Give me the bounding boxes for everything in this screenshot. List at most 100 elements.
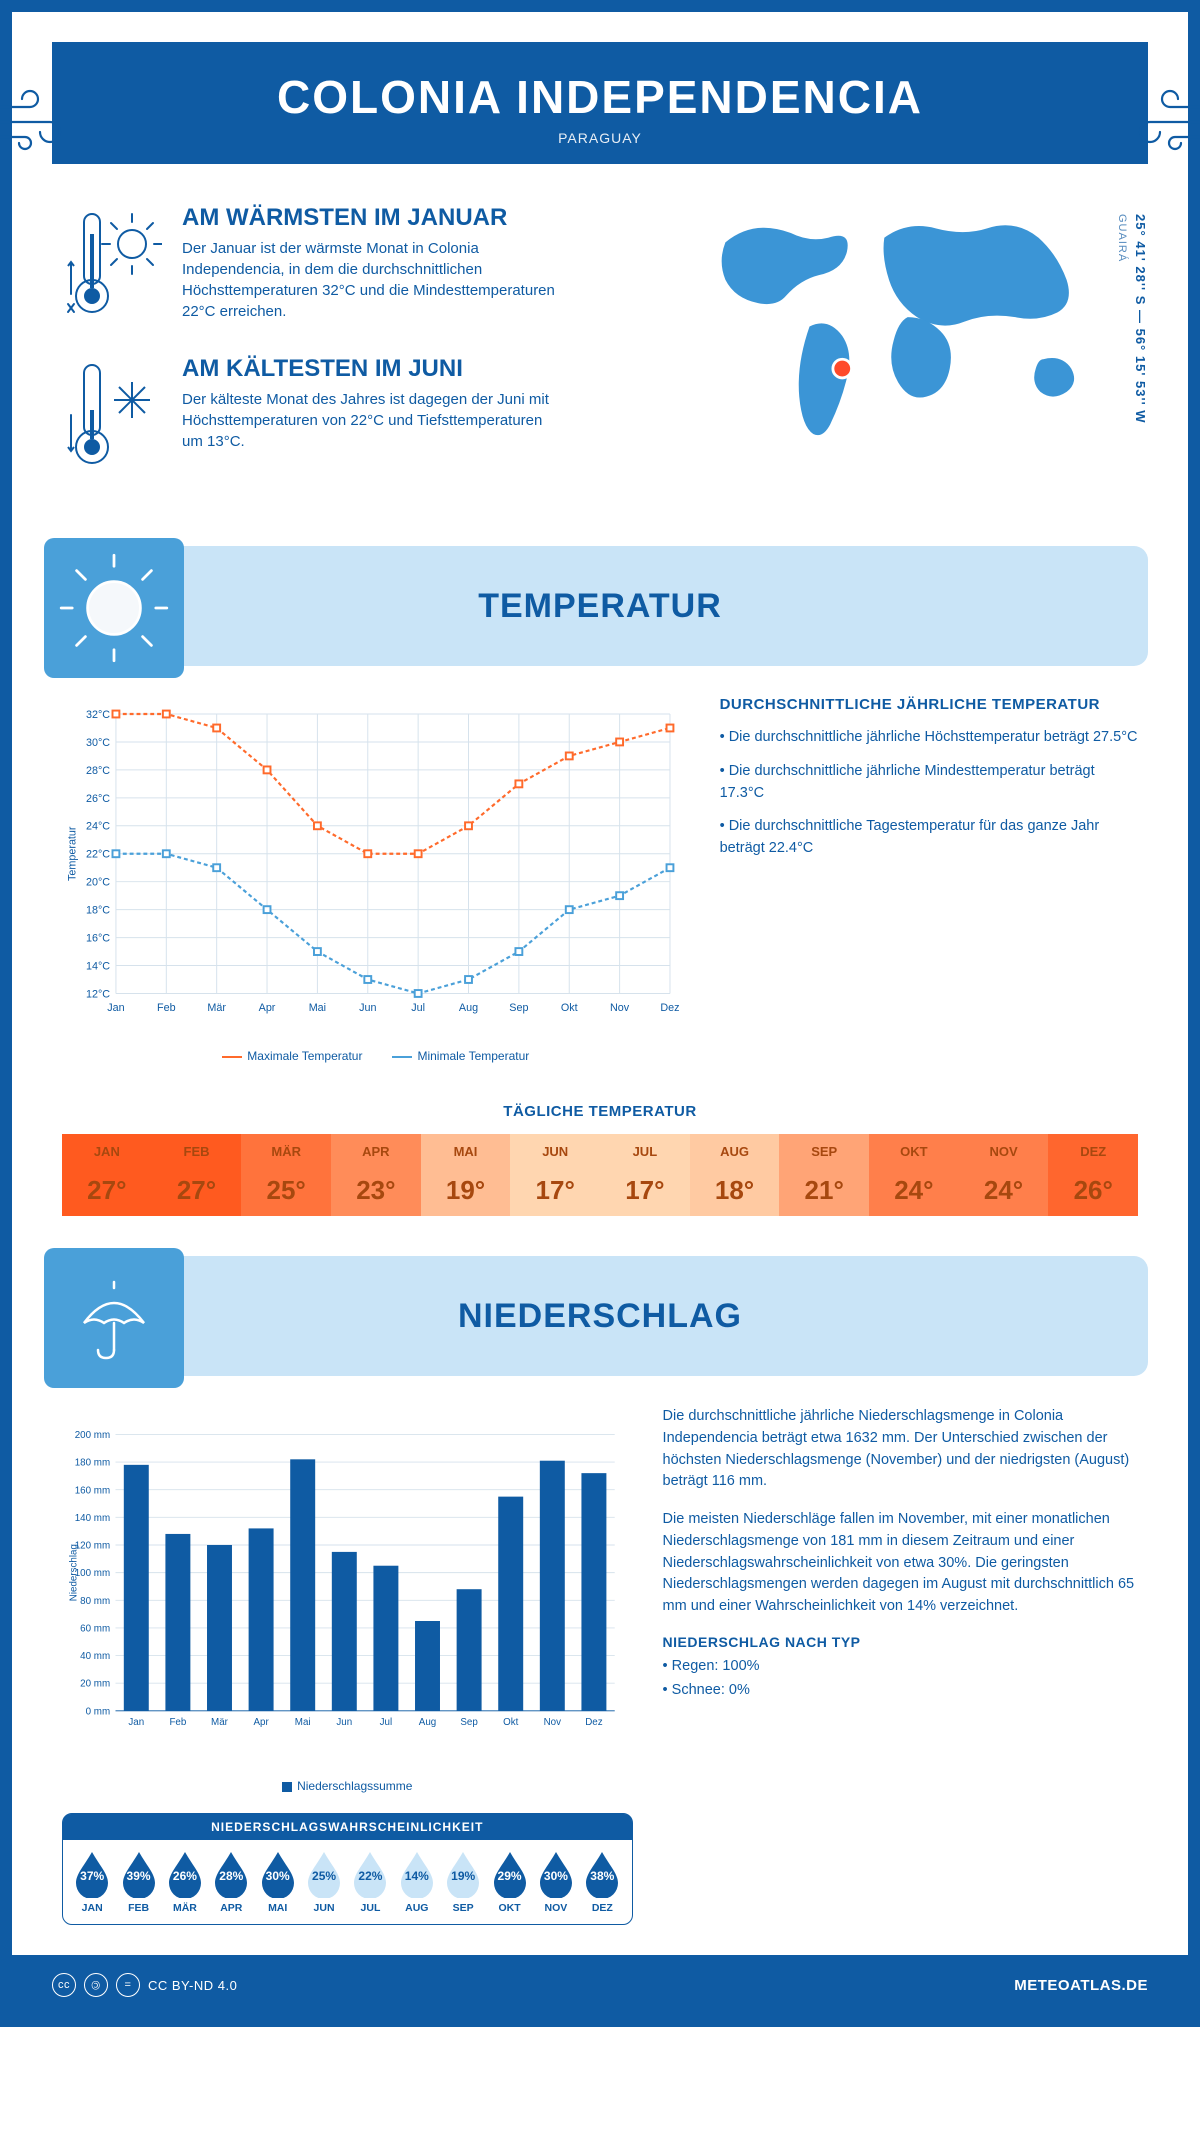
prob-cell: 29%OKT	[486, 1850, 532, 1914]
country-label: PARAGUAY	[92, 130, 1108, 146]
drop-icon: 39%	[119, 1850, 159, 1898]
coldest-block: AM KÄLTESTEN IM JUNI Der kälteste Monat …	[62, 355, 627, 480]
daily-temp-cell: OKT24°	[869, 1134, 959, 1216]
footer: cc 🄯 = CC BY-ND 4.0 METEOATLAS.DE	[12, 1955, 1188, 2015]
location-title: COLONIA INDEPENDENCIA	[92, 70, 1108, 124]
license-label: CC BY-ND 4.0	[148, 1978, 237, 1993]
svg-text:200 mm: 200 mm	[75, 1430, 110, 1441]
temperature-line-chart: 12°C14°C16°C18°C20°C22°C24°C26°C28°C30°C…	[62, 696, 690, 1063]
svg-text:Mär: Mär	[211, 1717, 229, 1728]
svg-text:32°C: 32°C	[86, 709, 110, 721]
precip-bar-chart: 0 mm20 mm40 mm60 mm80 mm100 mm120 mm140 …	[62, 1406, 633, 1793]
svg-text:Okt: Okt	[561, 1002, 578, 1014]
svg-text:Jun: Jun	[359, 1002, 376, 1014]
prob-cell: 14%AUG	[394, 1850, 440, 1914]
svg-text:120 mm: 120 mm	[75, 1541, 110, 1552]
svg-text:18°C: 18°C	[86, 905, 110, 917]
daily-temp-table: JAN27°FEB27°MÄR25°APR23°MAI19°JUN17°JUL1…	[62, 1134, 1138, 1216]
precip-para-1: Die durchschnittliche jährliche Niedersc…	[663, 1406, 1138, 1493]
svg-text:30°C: 30°C	[86, 737, 110, 749]
temperature-legend: Maximale Temperatur Minimale Temperatur	[62, 1049, 690, 1063]
precip-heading: NIEDERSCHLAG	[458, 1297, 742, 1336]
warmest-text: Der Januar ist der wärmste Monat in Colo…	[182, 238, 562, 322]
umbrella-icon	[44, 1248, 184, 1388]
daily-temp-cell: JUN17°	[510, 1134, 600, 1216]
prob-cell: 38%DEZ	[579, 1850, 625, 1914]
site-label: METEOATLAS.DE	[1014, 1977, 1148, 1994]
daily-temp-cell: AUG18°	[690, 1134, 780, 1216]
svg-text:Apr: Apr	[259, 1002, 276, 1014]
daily-temp-cell: APR23°	[331, 1134, 421, 1216]
nd-icon: =	[116, 1973, 140, 1997]
daily-temp-cell: MÄR25°	[241, 1134, 331, 1216]
daily-temp-title: TÄGLICHE TEMPERATUR	[12, 1103, 1188, 1120]
svg-text:Nov: Nov	[610, 1002, 630, 1014]
warmest-block: AM WÄRMSTEN IM JANUAR Der Januar ist der…	[62, 204, 627, 329]
coldest-title: AM KÄLTESTEN IM JUNI	[182, 355, 562, 383]
daily-temp-cell: NOV24°	[959, 1134, 1049, 1216]
svg-text:24°C: 24°C	[86, 821, 110, 833]
svg-text:80 mm: 80 mm	[80, 1596, 110, 1607]
map-marker-icon	[832, 359, 851, 378]
svg-text:Feb: Feb	[169, 1717, 186, 1728]
thermometer-sun-icon	[62, 204, 162, 329]
svg-text:14°C: 14°C	[86, 960, 110, 972]
daily-temp-cell: JAN27°	[62, 1134, 152, 1216]
temp-fact-item: • Die durchschnittliche jährliche Mindes…	[720, 761, 1138, 805]
svg-text:100 mm: 100 mm	[75, 1568, 110, 1579]
svg-text:Jan: Jan	[128, 1717, 144, 1728]
drop-icon: 28%	[211, 1850, 251, 1898]
header: COLONIA INDEPENDENCIA PARAGUAY	[52, 42, 1148, 164]
svg-text:Jul: Jul	[411, 1002, 425, 1014]
wind-deco-right	[1118, 87, 1200, 162]
drop-icon: 25%	[304, 1850, 344, 1898]
svg-text:26°C: 26°C	[86, 793, 110, 805]
region-label: GUAIRÁ	[1116, 214, 1128, 262]
svg-text:Okt: Okt	[503, 1717, 519, 1728]
temperature-heading: TEMPERATUR	[478, 587, 722, 626]
prob-cell: 22%JUL	[347, 1850, 393, 1914]
daily-temp-cell: FEB27°	[152, 1134, 242, 1216]
svg-text:40 mm: 40 mm	[80, 1651, 110, 1662]
svg-text:Nov: Nov	[544, 1717, 562, 1728]
drop-icon: 19%	[443, 1850, 483, 1898]
drop-icon: 30%	[258, 1850, 298, 1898]
intro-section: AM WÄRMSTEN IM JANUAR Der Januar ist der…	[12, 164, 1188, 536]
precip-type-heading: NIEDERSCHLAG NACH TYP	[663, 1634, 1138, 1650]
prob-cell: 25%JUN	[301, 1850, 347, 1914]
svg-text:Jul: Jul	[380, 1717, 393, 1728]
svg-text:Mai: Mai	[309, 1002, 326, 1014]
prob-cell: 30%MAI	[255, 1850, 301, 1914]
svg-text:20 mm: 20 mm	[80, 1679, 110, 1690]
svg-text:Sep: Sep	[509, 1002, 528, 1014]
prob-cell: 28%APR	[208, 1850, 254, 1914]
prob-cell: 39%FEB	[115, 1850, 161, 1914]
coordinates-label: 25° 41' 28'' S — 56° 15' 53'' W	[1133, 214, 1148, 424]
cc-icon: cc	[52, 1973, 76, 1997]
svg-text:Feb: Feb	[157, 1002, 176, 1014]
svg-text:Temperatur: Temperatur	[67, 826, 79, 881]
drop-icon: 26%	[165, 1850, 205, 1898]
wind-deco-left	[0, 87, 82, 162]
svg-text:140 mm: 140 mm	[75, 1513, 110, 1524]
thermometer-snow-icon	[62, 355, 162, 480]
precip-probability-box: NIEDERSCHLAGSWAHRSCHEINLICHKEIT 37%JAN39…	[62, 1813, 633, 1925]
svg-text:Mai: Mai	[295, 1717, 311, 1728]
temp-facts-heading: DURCHSCHNITTLICHE JÄHRLICHE TEMPERATUR	[720, 696, 1138, 713]
svg-text:Jan: Jan	[107, 1002, 124, 1014]
prob-cell: 37%JAN	[69, 1850, 115, 1914]
svg-text:12°C: 12°C	[86, 988, 110, 1000]
daily-temp-cell: MAI19°	[421, 1134, 511, 1216]
prob-cell: 30%NOV	[533, 1850, 579, 1914]
warmest-title: AM WÄRMSTEN IM JANUAR	[182, 204, 562, 232]
precip-para-2: Die meisten Niederschläge fallen im Nove…	[663, 1509, 1138, 1618]
license-block: cc 🄯 = CC BY-ND 4.0	[52, 1973, 237, 1997]
temp-fact-item: • Die durchschnittliche jährliche Höchst…	[720, 727, 1138, 749]
world-map	[688, 204, 1118, 449]
precip-type-item: • Schnee: 0%	[663, 1680, 1138, 1702]
svg-text:0 mm: 0 mm	[86, 1706, 111, 1717]
prob-cell: 26%MÄR	[162, 1850, 208, 1914]
daily-temp-cell: SEP21°	[779, 1134, 869, 1216]
svg-text:16°C: 16°C	[86, 933, 110, 945]
svg-text:Aug: Aug	[459, 1002, 478, 1014]
